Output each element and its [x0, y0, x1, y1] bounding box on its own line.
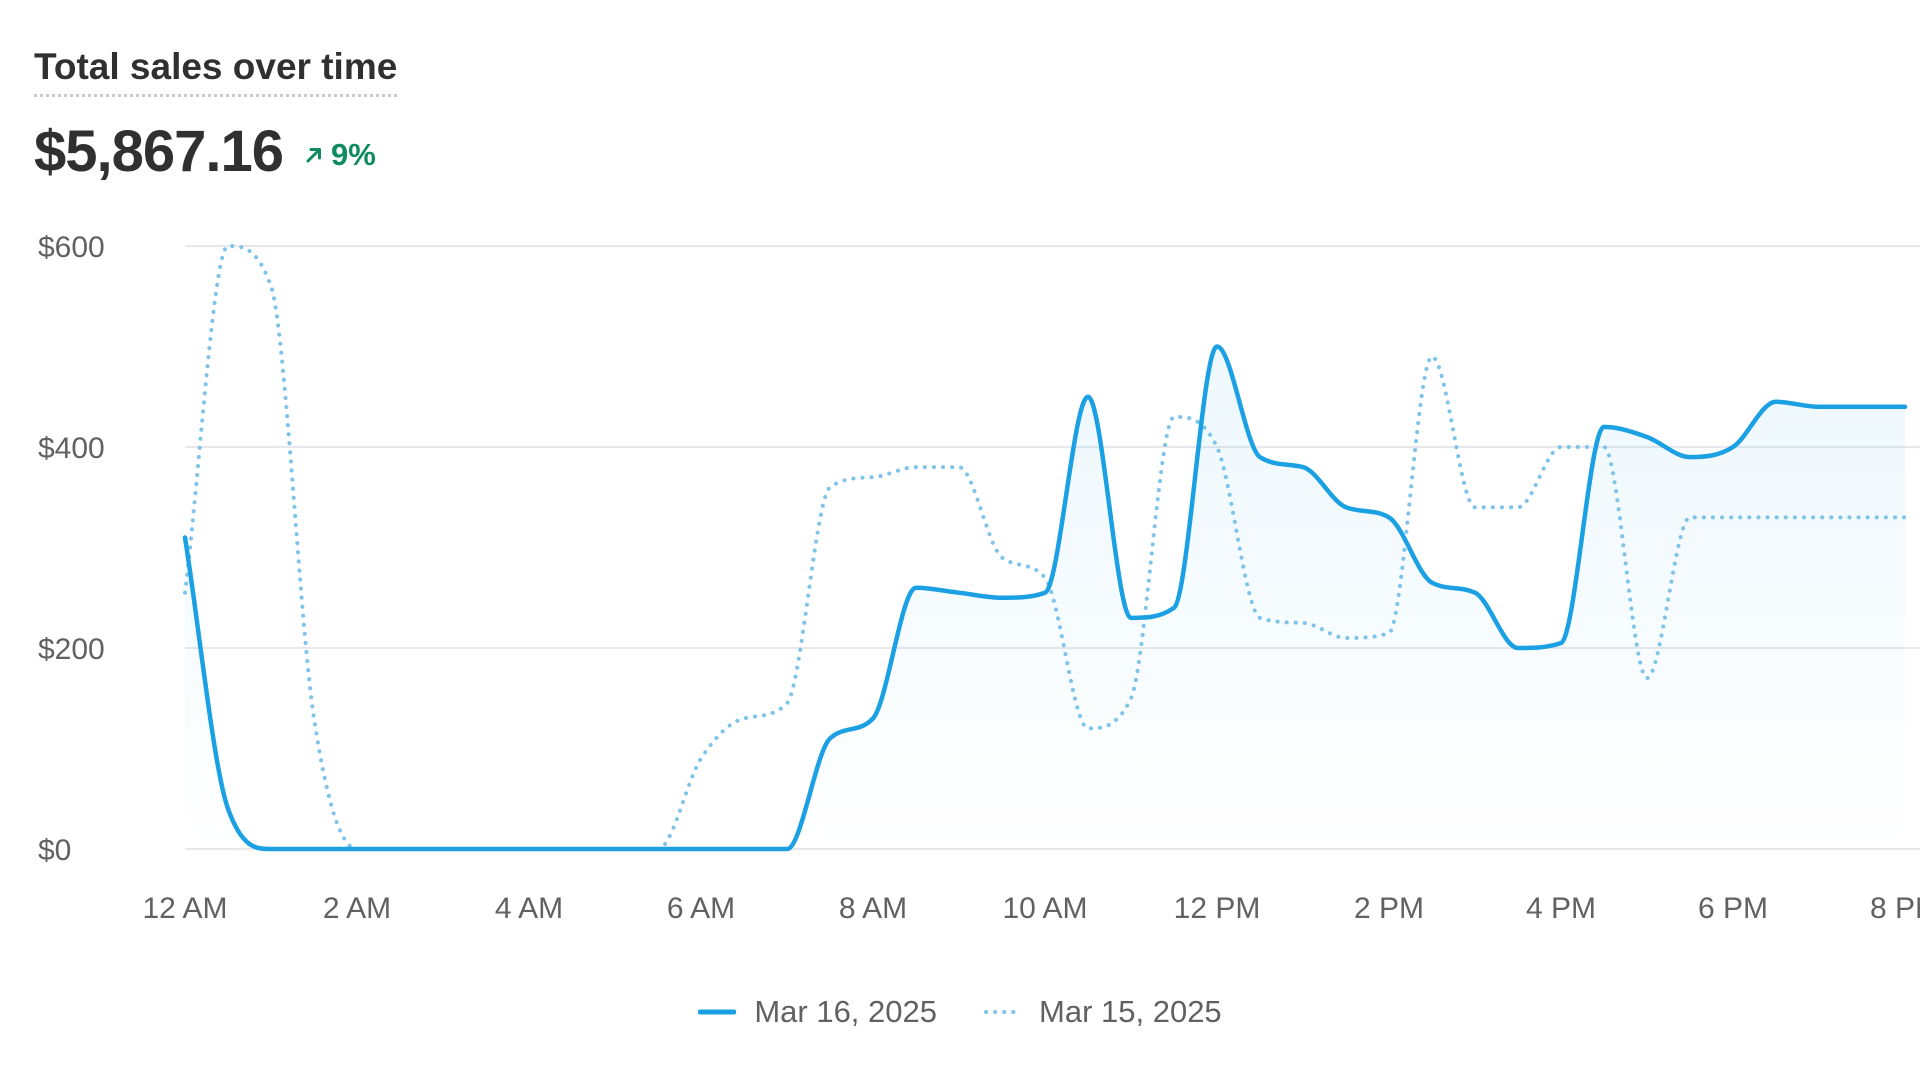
total-sales-value: $5,867.16 [34, 119, 284, 184]
change-percent: 9% [331, 136, 376, 172]
legend-item-primary[interactable]: Mar 16, 2025 [698, 994, 937, 1030]
x-tick-label: 8 PM [1870, 892, 1920, 925]
arrow-up-right-icon [306, 147, 322, 162]
chart-title[interactable]: Total sales over time [34, 46, 398, 97]
x-tick-label: 6 PM [1698, 892, 1768, 925]
x-axis-labels: 12 AM 2 AM 4 AM 6 AM 8 AM 10 AM 12 PM 2 PM 4 PM 6… [142, 892, 1920, 925]
x-tick-label: 4 PM [1526, 892, 1596, 925]
series-line-mar-16[interactable] [182, 344, 1908, 852]
dotted-line-swatch-icon [984, 1010, 1021, 1014]
legend-label-comparison: Mar 15, 2025 [1039, 994, 1222, 1029]
y-tick-label: $200 [38, 633, 105, 666]
series-line-mar-15[interactable] [183, 243, 1907, 852]
x-tick-label: 4 AM [495, 892, 563, 925]
y-tick-label: $0 [38, 834, 71, 867]
total-value-row: $5,867.16 9% [34, 118, 376, 185]
change-indicator: 9% [305, 137, 376, 173]
x-tick-label: 2 PM [1354, 892, 1424, 925]
legend-label-primary: Mar 16, 2025 [754, 994, 937, 1029]
x-tick-label: 8 AM [839, 892, 907, 925]
chart-legend: Mar 16, 2025 Mar 15, 2025 [0, 994, 1920, 1030]
solid-line-swatch-icon [698, 1009, 737, 1015]
y-axis-labels: $0 $200 $400 $600 [38, 231, 105, 867]
x-tick-label: 6 AM [667, 892, 735, 925]
x-tick-label: 12 PM [1174, 892, 1261, 925]
legend-item-comparison[interactable]: Mar 15, 2025 [983, 994, 1222, 1030]
x-tick-label: 2 AM [323, 892, 391, 925]
y-tick-label: $600 [38, 231, 105, 264]
x-tick-label: 10 AM [1002, 892, 1087, 925]
primary-series-area [185, 346, 1905, 849]
x-tick-label: 12 AM [142, 892, 227, 925]
y-tick-label: $400 [38, 432, 105, 465]
chart-series[interactable] [182, 243, 1908, 852]
